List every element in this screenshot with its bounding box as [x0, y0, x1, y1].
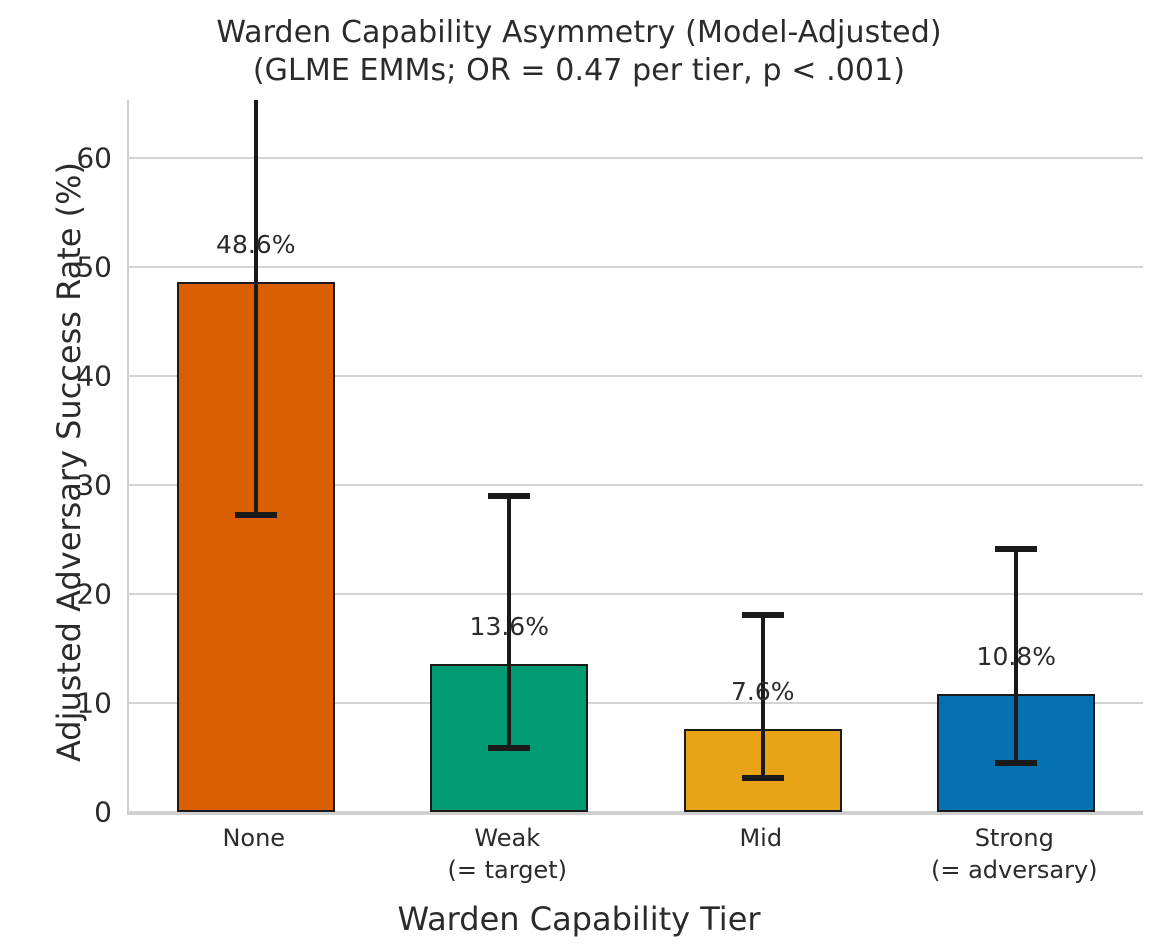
error-bar-cap-upper-mid [741, 611, 784, 618]
gridline-y-40 [129, 374, 1143, 377]
error-bar-cap-upper-weak [488, 492, 531, 499]
x-tick-label-none: None [222, 822, 285, 854]
error-bar-cap-upper-strong [995, 546, 1038, 553]
y-tick-label-50: 50 [76, 250, 112, 284]
error-bar-line-strong [1014, 549, 1019, 763]
y-tick-label-20: 20 [76, 577, 112, 611]
x-tick-main: Mid [739, 824, 783, 852]
value-label-weak: 13.6% [469, 611, 549, 641]
plot-inner: 48.6% 13.6% 7.6% 10.8% [129, 100, 1143, 813]
x-tick-main: Weak [474, 824, 541, 852]
plot-area: 48.6% 13.6% 7.6% 10.8% [127, 100, 1143, 815]
value-label-mid: 7.6% [730, 677, 795, 707]
y-axis-tick-labels: 0 10 20 30 40 50 60 [12, 100, 112, 828]
y-tick-label-0: 0 [94, 795, 112, 829]
y-tick-label-40: 40 [76, 359, 112, 393]
y-tick-label-30: 30 [76, 468, 112, 502]
x-axis-label: Warden Capability Tier [397, 900, 761, 938]
error-bar-cap-lower-weak [488, 744, 531, 751]
x-tick-sublabel: (= adversary) [930, 856, 1098, 884]
x-tick-label-mid: Mid [739, 822, 782, 854]
value-label-strong: 10.8% [976, 642, 1056, 672]
gridline-y-30 [129, 483, 1143, 486]
error-bar-cap-lower-strong [995, 759, 1038, 766]
chart-title: Warden Capability Asymmetry (Model-Adjus… [216, 15, 942, 50]
bar-none[interactable] [176, 282, 335, 812]
gridline-y-20 [129, 592, 1143, 595]
x-axis-line [127, 812, 1143, 815]
error-bar-line-weak [507, 495, 512, 748]
x-tick-main: None [222, 824, 286, 852]
x-tick-label-strong: Strong (= adversary) [931, 822, 1098, 886]
gridline-y-60 [129, 156, 1143, 159]
chart-subtitle: (GLME EMMs; OR = 0.47 per tier, p < .001… [252, 53, 906, 88]
gridline-y-50 [129, 265, 1143, 268]
y-tick-label-60: 60 [76, 141, 112, 175]
gridline-y-10 [129, 701, 1143, 704]
y-tick-label-10: 10 [76, 686, 112, 720]
error-bar-cap-lower-none [234, 512, 277, 519]
value-label-none: 48.6% [216, 230, 296, 260]
chart-title-block: Warden Capability Asymmetry (Model-Adjus… [0, 14, 1158, 90]
x-tick-label-weak: Weak (= target) [448, 822, 567, 886]
error-bar-line-mid [760, 614, 765, 779]
x-tick-sublabel: (= target) [447, 856, 567, 884]
error-bar-cap-lower-mid [741, 775, 784, 782]
x-axis-tick-labels: None Weak (= target) Mid Strong (= adversary) [127, 822, 1141, 902]
error-bar-line-none [253, 100, 258, 516]
x-tick-main: Strong [974, 824, 1054, 852]
